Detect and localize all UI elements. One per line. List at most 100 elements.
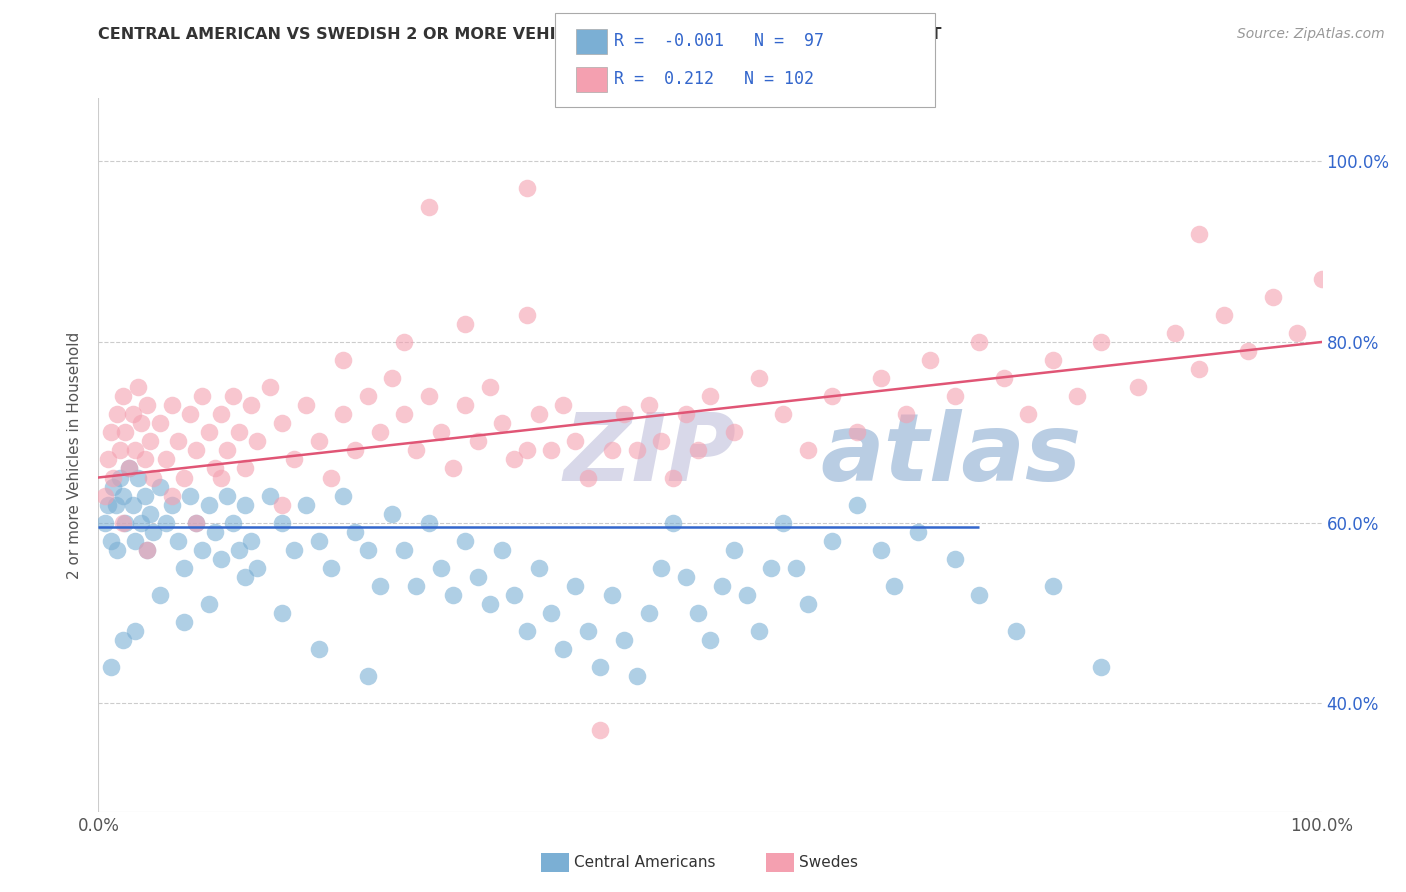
Point (344, 443, 367, 458)
Point (368, 579, 391, 593)
Point (699, 389, 721, 403)
Point (319, 561, 342, 575)
Point (155, 452, 177, 467)
Point (110, 443, 132, 458)
Point (155, 516, 177, 530)
Point (441, 588, 464, 602)
Point (967, 334, 990, 349)
Point (772, 516, 794, 530)
Point (516, 308, 538, 322)
Point (101, 470, 124, 484)
Point (142, 470, 165, 484)
Point (344, 524, 367, 539)
Point (454, 317, 477, 331)
Point (105, 542, 128, 557)
Point (233, 461, 256, 475)
Point (308, 434, 330, 449)
Point (124, 533, 146, 548)
Text: atlas: atlas (820, 409, 1081, 501)
Point (1128, 380, 1150, 394)
Point (478, 380, 501, 394)
Point (1164, 326, 1187, 340)
Point (564, 579, 586, 593)
Point (785, 561, 807, 575)
Point (259, 489, 281, 503)
Point (136, 542, 159, 557)
Point (772, 407, 794, 421)
Point (454, 398, 477, 412)
Point (233, 498, 256, 512)
Point (797, 443, 820, 458)
Point (467, 570, 489, 584)
Point (491, 542, 513, 557)
Point (675, 570, 697, 584)
Point (894, 407, 917, 421)
Point (613, 407, 636, 421)
Point (381, 507, 404, 521)
Point (845, 498, 868, 512)
Point (870, 542, 893, 557)
Point (240, 533, 263, 548)
Point (97, 452, 120, 467)
Point (215, 489, 238, 503)
Point (319, 470, 342, 484)
Point (467, 434, 489, 449)
Point (270, 606, 294, 620)
Point (134, 489, 156, 503)
Point (907, 524, 929, 539)
Point (136, 542, 159, 557)
Point (173, 561, 195, 575)
Point (222, 389, 245, 403)
Point (160, 489, 183, 503)
Point (259, 380, 281, 394)
Point (295, 398, 318, 412)
Point (308, 642, 330, 657)
Point (283, 452, 305, 467)
Point (1042, 353, 1064, 368)
Point (197, 597, 219, 611)
Point (920, 353, 942, 368)
Point (735, 588, 758, 602)
Point (723, 425, 745, 440)
Point (179, 407, 201, 421)
Point (478, 597, 501, 611)
Point (797, 597, 820, 611)
Point (356, 542, 378, 557)
Point (136, 398, 159, 412)
Point (540, 606, 562, 620)
Point (993, 371, 1015, 385)
Point (209, 407, 232, 421)
Point (209, 470, 232, 484)
Text: R =  -0.001   N =  97: R = -0.001 N = 97 (614, 32, 824, 50)
Point (418, 389, 440, 403)
Point (110, 470, 132, 484)
Point (392, 542, 416, 557)
Point (111, 516, 134, 530)
Point (270, 516, 294, 530)
Point (1090, 660, 1112, 674)
Point (100, 425, 122, 440)
Point (111, 489, 134, 503)
Point (270, 417, 294, 431)
Point (943, 551, 966, 566)
Point (870, 371, 893, 385)
Point (246, 561, 269, 575)
Point (943, 389, 966, 403)
Point (441, 461, 464, 475)
Point (114, 425, 136, 440)
Point (124, 443, 146, 458)
Point (405, 579, 427, 593)
Point (430, 425, 453, 440)
Point (332, 489, 354, 503)
Point (356, 389, 378, 403)
Text: CENTRAL AMERICAN VS SWEDISH 2 OR MORE VEHICLES IN HOUSEHOLD CORRELATION CHART: CENTRAL AMERICAN VS SWEDISH 2 OR MORE VE… (98, 27, 942, 42)
Point (761, 561, 783, 575)
Point (650, 561, 672, 575)
Point (160, 398, 183, 412)
Point (191, 542, 214, 557)
Point (675, 407, 697, 421)
Point (967, 588, 990, 602)
Point (589, 723, 612, 738)
Point (332, 353, 354, 368)
Point (222, 516, 245, 530)
